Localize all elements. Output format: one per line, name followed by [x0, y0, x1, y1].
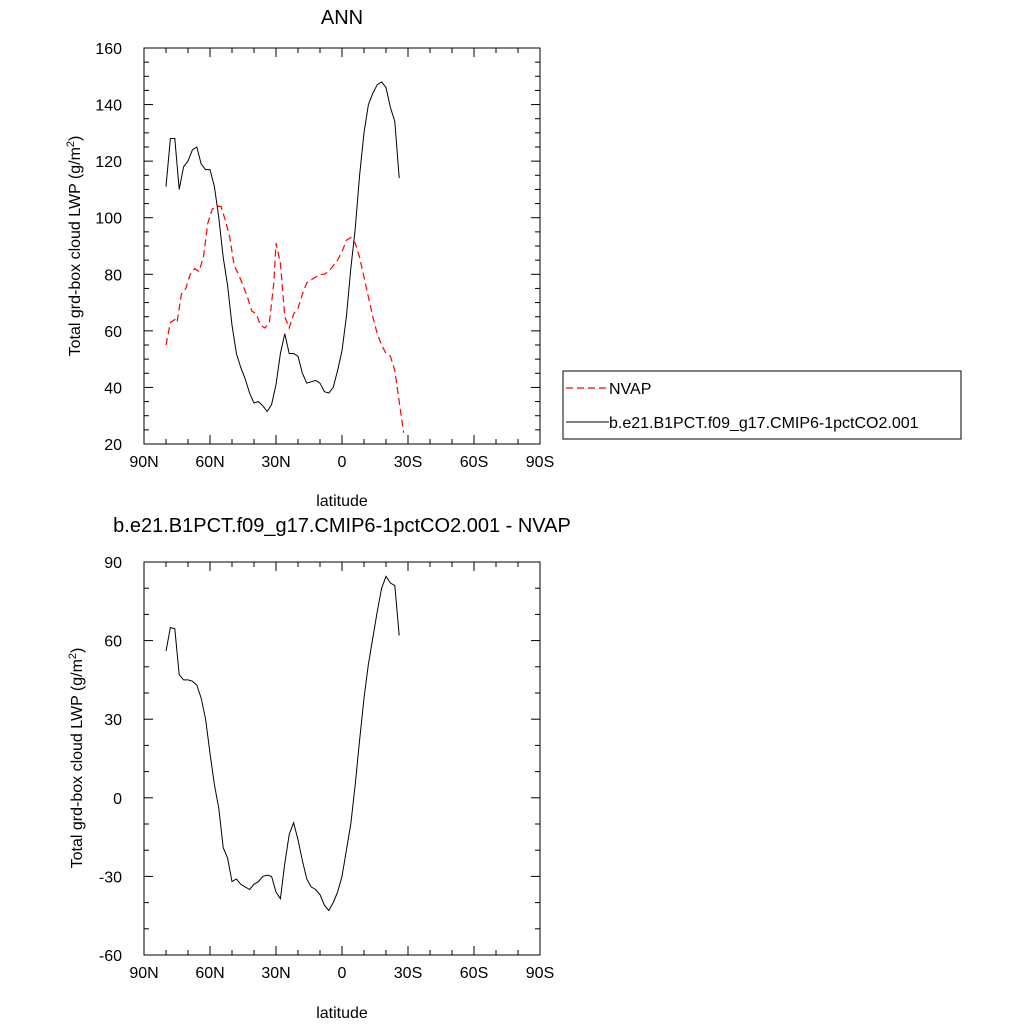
y-tick-label: 20 — [104, 437, 122, 454]
y-tick-label: 0 — [113, 791, 122, 808]
top-chart-plot-frame — [143, 47, 541, 445]
series-line-model — [165, 81, 400, 413]
x-tick-label: 30N — [261, 965, 290, 982]
y-tick-label: 60 — [104, 324, 122, 341]
bottom-chart: b.e21.B1PCT.f09_g17.CMIP6-1pctCO2.001 - … — [67, 515, 571, 1022]
y-tick-label: 40 — [104, 380, 122, 397]
x-tick-label: 90S — [526, 454, 554, 471]
y-tick-label: 120 — [95, 154, 122, 171]
y-tick-label: 30 — [104, 712, 122, 729]
y-tick-label: 160 — [95, 41, 122, 58]
x-tick-label: 30S — [394, 965, 422, 982]
x-tick-label: 0 — [338, 965, 347, 982]
top-chart-legend: NVAP b.e21.B1PCT.f09_g17.CMIP6-1pctCO2.0… — [562, 370, 962, 440]
y-tick-label: -60 — [99, 948, 122, 965]
bottom-chart-xlabel: latitude — [316, 1005, 368, 1022]
top-chart-title: ANN — [321, 7, 363, 29]
y-tick-label: -30 — [99, 869, 122, 886]
y-tick-label: 80 — [104, 267, 122, 284]
top-chart-xlabel: latitude — [316, 493, 368, 510]
x-tick-label: 0 — [338, 454, 347, 471]
x-tick-label: 30S — [394, 454, 422, 471]
x-tick-label: 60N — [195, 965, 224, 982]
top-chart: ANN 90N 60N 30N 0 30S 60S 90S 20 40 60 80 100 120 140… — [65, 7, 962, 510]
x-tick-label: 60S — [460, 454, 488, 471]
y-tick-label: 100 — [95, 211, 122, 228]
x-tick-label: 90N — [129, 454, 158, 471]
y-tick-label: 140 — [95, 98, 122, 115]
bottom-chart-title: b.e21.B1PCT.f09_g17.CMIP6-1pctCO2.001 - … — [113, 515, 571, 537]
bottom-chart-plot-frame — [143, 561, 541, 956]
x-tick-label: 30N — [261, 454, 290, 471]
y-tick-label: 90 — [104, 555, 122, 572]
series-line-difference — [165, 575, 400, 912]
top-chart-ylabel: Total grd-box cloud LWP (g/m2) — [65, 136, 84, 357]
legend-frame — [562, 370, 962, 440]
x-tick-label: 90N — [129, 965, 158, 982]
legend-label-model: b.e21.B1PCT.f09_g17.CMIP6-1pctCO2.001 — [609, 415, 919, 432]
x-tick-label: 90S — [526, 965, 554, 982]
bottom-chart-ylabel: Total grd-box cloud LWP (g/m2) — [67, 648, 86, 869]
x-tick-label: 60S — [460, 965, 488, 982]
series-line-nvap — [165, 205, 405, 433]
y-tick-label: 60 — [104, 634, 122, 651]
x-tick-label: 60N — [195, 454, 224, 471]
legend-label-nvap: NVAP — [609, 381, 651, 398]
